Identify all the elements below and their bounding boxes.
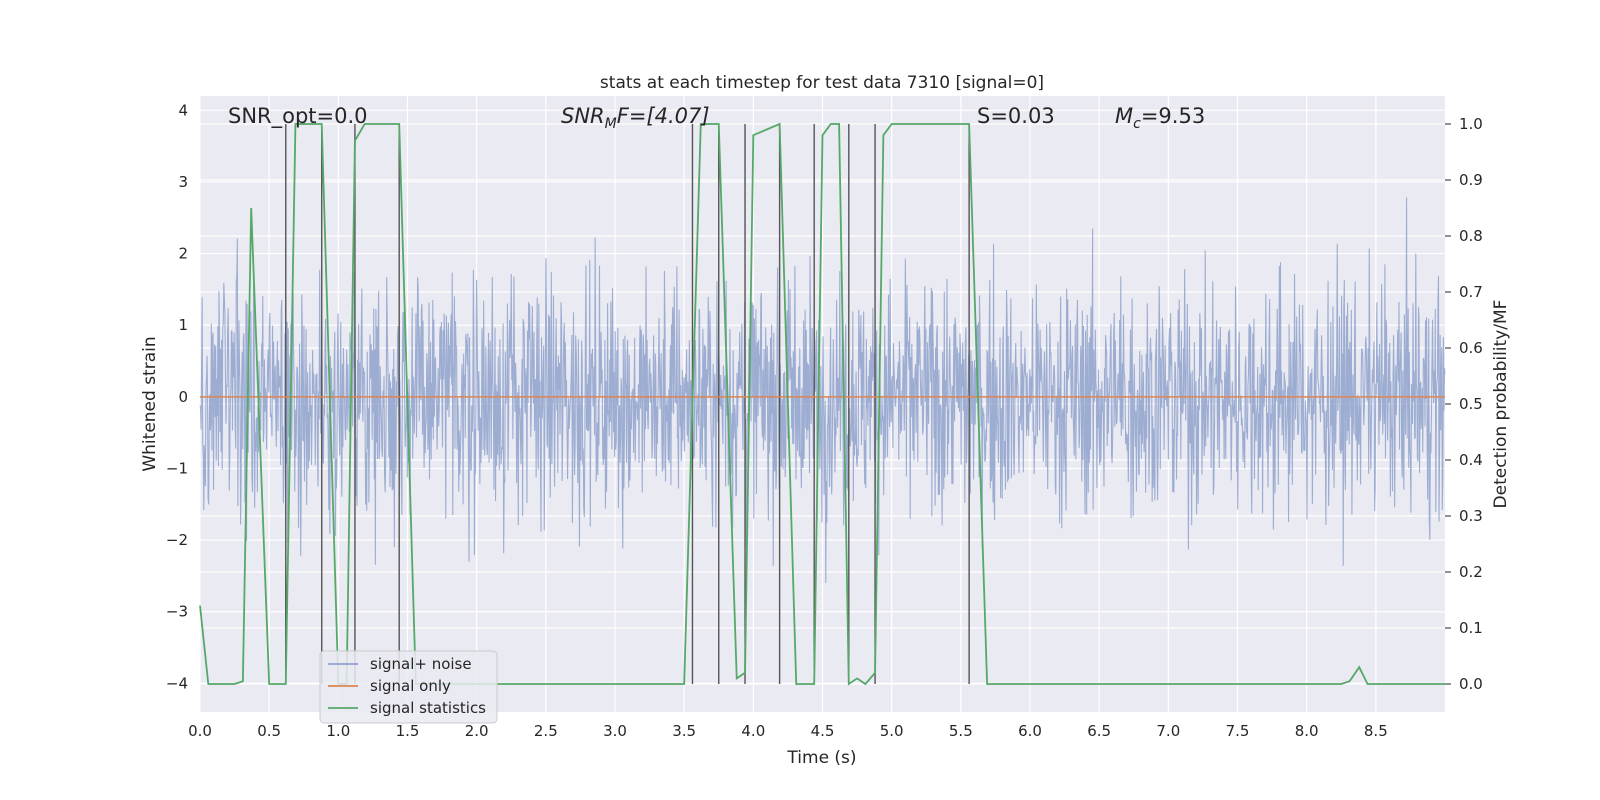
- y-right-tick-label: 0.1: [1459, 619, 1483, 637]
- y-right-tick-label: 0.6: [1459, 339, 1483, 357]
- y-left-tick-label: 2: [178, 245, 188, 263]
- x-tick-label: 7.0: [1156, 722, 1180, 740]
- x-tick-label: 4.5: [811, 722, 835, 740]
- x-tick-label: 1.0: [326, 722, 350, 740]
- annotation-snr-mf: SNRMF=[4.07]: [561, 104, 710, 132]
- x-tick-label: 0.0: [188, 722, 212, 740]
- x-tick-label: 5.5: [949, 722, 973, 740]
- y-right-tick-label: 1.0: [1459, 115, 1483, 133]
- x-tick-label: 1.5: [396, 722, 420, 740]
- legend-label-signal-statistics: signal statistics: [370, 699, 486, 717]
- y-axis-label-right: Detection probability/MF: [1491, 300, 1511, 509]
- signal-noise-line: [199, 197, 1446, 583]
- x-axis-label: Time (s): [786, 748, 856, 768]
- y-right-tick-label: 0.3: [1459, 507, 1483, 525]
- y-left-tick-label: 1: [178, 316, 188, 334]
- y-left-tick-label: 3: [178, 173, 188, 191]
- x-tick-label: 6.0: [1018, 722, 1042, 740]
- x-tick-label: 0.5: [257, 722, 281, 740]
- annotation-snr-opt: SNR_opt=0.0: [228, 104, 368, 129]
- annotation-s: S=0.03: [977, 104, 1055, 128]
- legend-label-signal-noise: signal+ noise: [370, 655, 472, 673]
- y-right-tick-label: 0.0: [1459, 675, 1483, 693]
- x-tick-label: 2.0: [465, 722, 489, 740]
- x-tick-label: 3.0: [603, 722, 627, 740]
- x-tick-label: 5.0: [880, 722, 904, 740]
- y-left-tick-label: −3: [166, 603, 188, 621]
- y-right-tick-label: 0.7: [1459, 283, 1483, 301]
- signal-statistics-line: [199, 122, 1445, 686]
- y-right-tick-label: 0.9: [1459, 171, 1483, 189]
- signal-noise-series: [199, 197, 1446, 583]
- x-tick-label: 6.5: [1087, 722, 1111, 740]
- legend-label-signal-only: signal only: [370, 677, 451, 695]
- chart-title: stats at each timestep for test data 731…: [600, 73, 1044, 93]
- y-left-tick-label: −4: [166, 674, 188, 692]
- x-tick-label: 7.5: [1226, 722, 1250, 740]
- vertical-markers: [285, 124, 970, 684]
- y-left-tick-label: 0: [178, 388, 188, 406]
- x-tick-label: 2.5: [534, 722, 558, 740]
- y-left-tick-label: −2: [166, 531, 188, 549]
- y-right-tick-label: 0.4: [1459, 451, 1483, 469]
- legend: signal+ noise signal only signal statist…: [319, 650, 498, 724]
- y-axis-label-left: Whitened strain: [140, 336, 160, 471]
- y-right-tick-label: 0.5: [1459, 395, 1483, 413]
- x-tick-label: 4.0: [741, 722, 765, 740]
- x-tick-label: 8.0: [1295, 722, 1319, 740]
- annotation-mc: Mc=9.53: [1115, 104, 1205, 132]
- legend-box: [319, 650, 498, 724]
- y-left-tick-label: −1: [166, 459, 188, 477]
- y-right-tick-label: 0.2: [1459, 563, 1483, 581]
- chart-lines: [199, 122, 1445, 686]
- tick-labels: 0.0 0.5 1.0 1.5 2.0 2.5 3.0 3.5 4.0 4.5 5.0 5.5 6.0 6…: [166, 101, 1483, 740]
- y-right-tick-label: 0.8: [1459, 227, 1483, 245]
- y-left-tick-label: 4: [178, 101, 188, 119]
- x-tick-label: 3.5: [672, 722, 696, 740]
- x-tick-label: 8.5: [1364, 722, 1388, 740]
